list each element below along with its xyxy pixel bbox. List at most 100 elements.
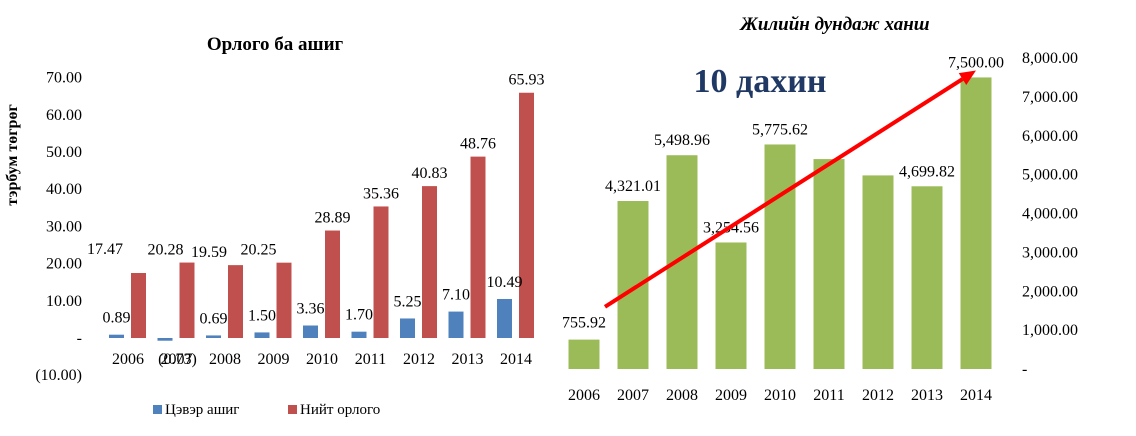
- data-label: 48.76: [460, 136, 496, 153]
- rate-bar: [617, 201, 649, 369]
- data-label: 5,498.96: [654, 132, 710, 149]
- x-tick-label: 2011: [355, 351, 386, 368]
- x-tick-label: 2010: [764, 387, 796, 404]
- data-label: 28.89: [315, 210, 351, 227]
- profit-bar: [303, 325, 318, 338]
- data-label: 65.93: [509, 72, 545, 89]
- x-tick-label: 2008: [209, 351, 241, 368]
- y-tick-label: 8,000.00: [1022, 50, 1078, 67]
- y-tick-label: -: [1022, 361, 1027, 378]
- data-label: 20.25: [241, 242, 277, 259]
- data-label: 5,775.62: [752, 121, 808, 138]
- data-label: 10.49: [487, 274, 523, 291]
- data-label: 35.36: [363, 185, 399, 202]
- data-label: 3.36: [297, 301, 325, 318]
- legend: Цэвэр ашиг Нийт орлого: [153, 402, 380, 418]
- y-tick-label: 20.00: [46, 256, 82, 273]
- y-tick-label: 3,000.00: [1022, 244, 1078, 261]
- rate-bar: [862, 175, 894, 369]
- x-tick-label: 2007: [161, 351, 193, 368]
- data-label: 5.25: [394, 293, 422, 310]
- data-labels: 755.924,321.015,498.963,254.565,775.624,…: [562, 54, 1004, 331]
- revenue-bar: [422, 186, 437, 338]
- rate-bar: [715, 242, 747, 369]
- rate-bar: [666, 155, 698, 369]
- y-tick-label: 60.00: [46, 107, 82, 124]
- y-tick-label: 70.00: [46, 70, 82, 87]
- rate-bar: [911, 186, 943, 369]
- x-tick-label: 2011: [813, 387, 844, 404]
- y-tick-label: 1,000.00: [1022, 322, 1078, 339]
- annotation-text: 10 дахин: [694, 63, 827, 100]
- x-tick-label: 2009: [715, 387, 747, 404]
- data-label: 0.89: [103, 310, 131, 327]
- profit-bar: [157, 338, 173, 341]
- rate-bar: [764, 144, 796, 369]
- rate-bar: [960, 77, 992, 369]
- revenue-bar: [325, 230, 340, 338]
- y-tick-label: 6,000.00: [1022, 128, 1078, 145]
- chart-title: Орлого ба ашиг: [207, 34, 344, 55]
- exchange-rate-chart: Жилийн дундаж ханш 10 дахин - 1,000.00 2,0…: [562, 14, 1078, 404]
- y-tick-label: -: [77, 330, 82, 347]
- x-tick-label: 2012: [862, 387, 894, 404]
- x-tick-label: 2014: [960, 387, 992, 404]
- x-tick-label: 2013: [452, 351, 484, 368]
- data-label: 40.83: [412, 165, 448, 182]
- revenue-bar: [228, 265, 243, 338]
- x-tick-label: 2008: [666, 387, 698, 404]
- profit-bar: [206, 335, 221, 338]
- data-label: 1.50: [248, 307, 276, 324]
- x-axis-ticks: 2006 2007 2008 2009 2010 2011 2012 2013 2014: [112, 351, 532, 368]
- x-axis-ticks: 2006 2007 2008 2009 2010 2011 2012 2013 2014: [568, 387, 992, 404]
- data-label: 19.59: [191, 244, 227, 261]
- y-axis-label: тэрбум төгрөг: [4, 104, 21, 205]
- x-tick-label: 2007: [617, 387, 649, 404]
- y-tick-label: 30.00: [46, 218, 82, 235]
- chart-title: Жилийн дундаж ханш: [738, 14, 929, 35]
- revenue-bar: [276, 262, 292, 338]
- y-axis-ticks: - 1,000.00 2,000.00 3,000.00 4,000.00 5,000.0…: [1022, 50, 1078, 378]
- legend-label: Цэвэр ашиг: [165, 402, 239, 418]
- profit-bar: [448, 311, 464, 338]
- revenue-bar: [470, 156, 486, 338]
- rate-bar: [813, 159, 845, 369]
- y-axis-ticks: (10.00) - 10.00 20.00 30.00 40.00 50.00 60.00 70…: [35, 70, 82, 385]
- legend-swatch: [288, 405, 297, 414]
- data-labels: 0.89 (0.73) 0.69 1.50 3.36 1.70 5.25 7.10 10.49 1…: [87, 72, 545, 368]
- y-tick-label: (10.00): [35, 367, 82, 384]
- trend-arrow-head: [958, 70, 976, 85]
- x-tick-label: 2009: [258, 351, 290, 368]
- data-label: 4,699.82: [899, 163, 955, 180]
- data-label: 0.69: [200, 310, 228, 327]
- y-tick-label: 40.00: [46, 181, 82, 198]
- data-label: 755.92: [562, 315, 606, 332]
- y-tick-label: 5,000.00: [1022, 167, 1078, 184]
- trend-arrow: [603, 70, 976, 309]
- profit-bar: [351, 331, 367, 338]
- data-label: 20.28: [148, 242, 184, 259]
- x-tick-label: 2014: [500, 351, 532, 368]
- x-tick-label: 2013: [911, 387, 943, 404]
- x-tick-label: 2006: [568, 387, 600, 404]
- x-tick-label: 2012: [403, 351, 435, 368]
- y-tick-label: 50.00: [46, 144, 82, 161]
- data-label: 1.70: [345, 307, 373, 324]
- bars: [109, 92, 534, 341]
- x-tick-label: 2010: [306, 351, 338, 368]
- y-tick-label: 7,000.00: [1022, 89, 1078, 106]
- data-label: 7,500.00: [948, 54, 1004, 71]
- revenue-profit-chart: Орлого ба ашиг тэрбум төгрөг (10.00) - 10.…: [4, 34, 545, 418]
- legend-swatch: [153, 405, 162, 414]
- revenue-bar: [131, 273, 146, 338]
- trend-arrow-line: [603, 77, 964, 309]
- y-tick-label: 2,000.00: [1022, 283, 1078, 300]
- y-tick-label: 4,000.00: [1022, 206, 1078, 223]
- data-label: 7.10: [442, 287, 470, 304]
- data-label: (0.73): [158, 351, 197, 368]
- revenue-bar: [373, 206, 389, 338]
- revenue-bar: [519, 92, 534, 338]
- legend-label: Нийт орлого: [300, 402, 380, 418]
- y-tick-label: 10.00: [46, 293, 82, 310]
